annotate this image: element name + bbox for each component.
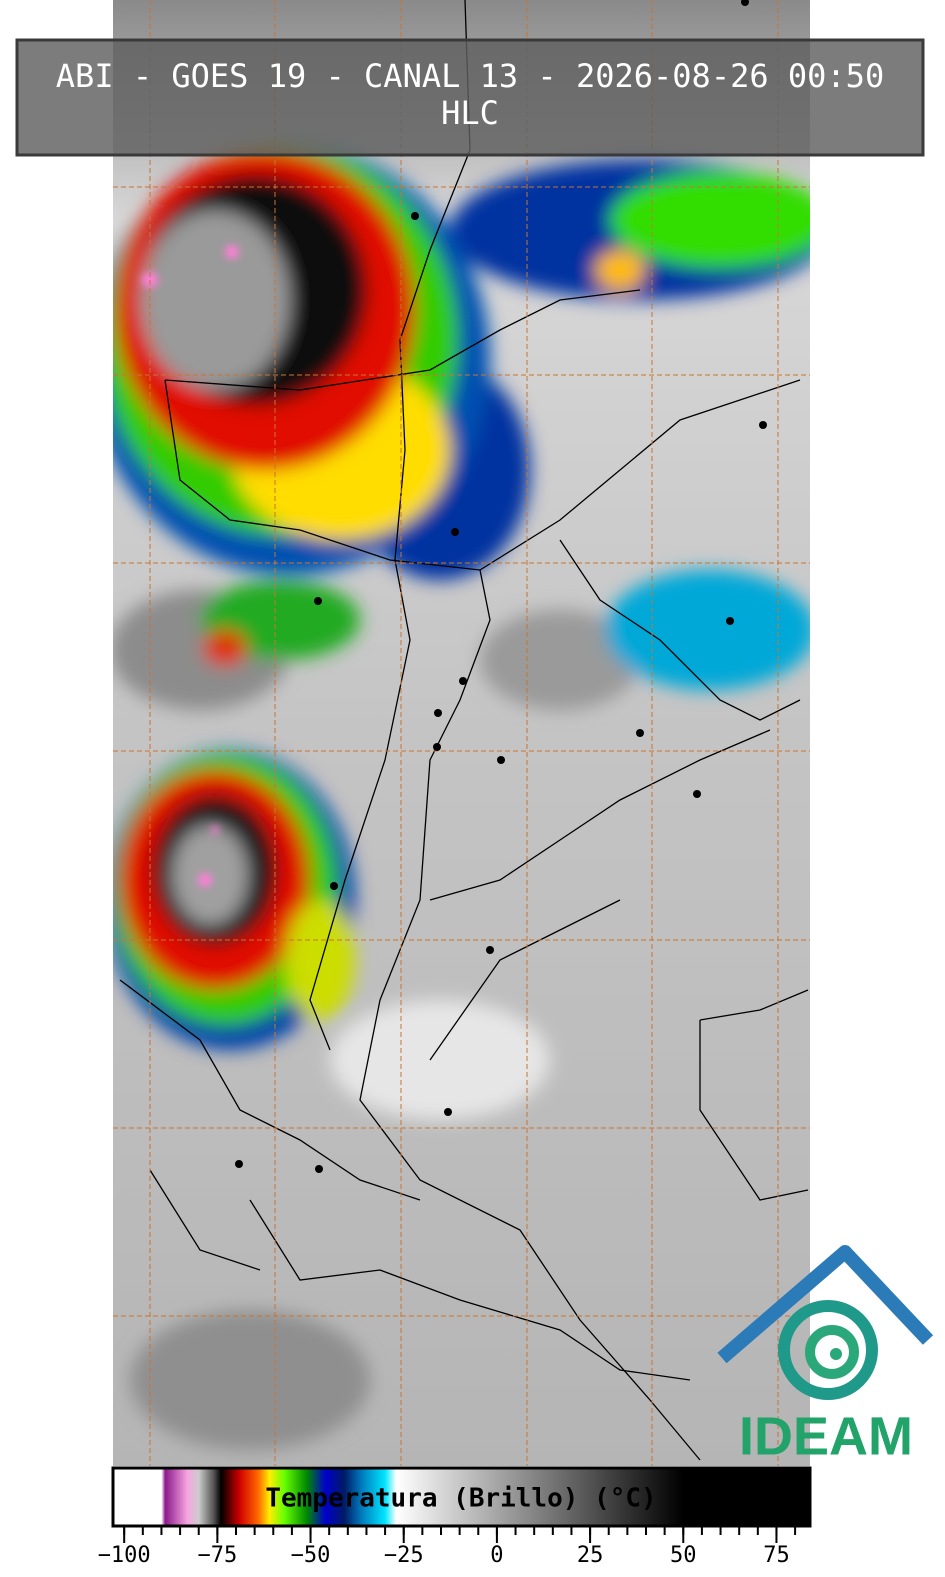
title: ABI - GOES 19 - CANAL 13 - 2026-08-26 00…: [56, 57, 884, 95]
tick-label: −100: [98, 1543, 151, 1568]
cities: [235, 0, 767, 1173]
tick-label: −25: [384, 1543, 424, 1568]
logo-spiral: [830, 1348, 842, 1360]
tick-label: 50: [670, 1543, 697, 1568]
tick-label: −50: [291, 1543, 331, 1568]
logo: IDEAM: [717, 1245, 934, 1466]
tick-label: −75: [197, 1543, 237, 1568]
colorbar-scale: [111, 1466, 812, 1528]
overshooting-tops: [142, 245, 239, 887]
clouds: [113, 145, 810, 1450]
tick-label: 75: [763, 1543, 790, 1568]
title-box: [15, 38, 925, 157]
subtitle: HLC: [441, 94, 499, 132]
logo-roof: [717, 1245, 934, 1364]
colorbar-label: Temperatura (Brillo) (°C): [265, 1484, 656, 1514]
map: [113, 0, 810, 1466]
logo-spiral: [805, 1325, 859, 1379]
colorbar: Temperatura (Brillo) (°C) −100 −75 −50 −25 0…: [98, 1466, 812, 1568]
borders: [119, 0, 809, 1461]
logo-spiral: [778, 1300, 878, 1400]
graticule: [113, 0, 810, 1466]
tick-label: 0: [490, 1543, 503, 1568]
tick-label: 25: [577, 1543, 604, 1568]
logo-text: IDEAM: [739, 1406, 913, 1466]
